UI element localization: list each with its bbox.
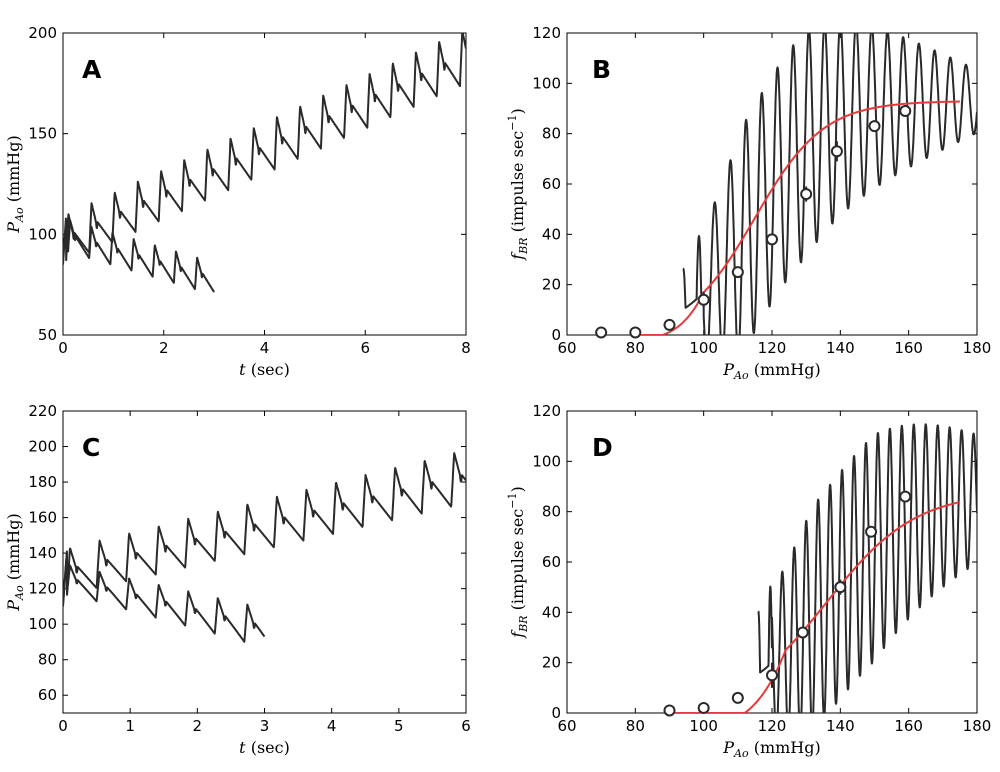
y-tick-label: 100 <box>28 615 57 633</box>
data-point <box>830 145 843 158</box>
y-tick-label: 60 <box>542 553 561 571</box>
x-tick-label: 100 <box>689 717 718 735</box>
y-tick-label: 120 <box>28 580 57 598</box>
x-tick-label: 0 <box>58 717 68 735</box>
x-tick-label: 2 <box>193 717 203 735</box>
panel-c: 0 1 2 3 4 5 6 60 80 100 120 140 160 180 200 220 t (sec) P… <box>4 402 471 757</box>
x-axis-label: t (sec) <box>239 360 290 379</box>
y-tick-label: 40 <box>542 225 561 243</box>
y-tick-label: 20 <box>542 654 561 672</box>
y-tick-label: 100 <box>532 452 561 470</box>
firing-rate-trace <box>682 33 977 335</box>
data-point <box>868 120 881 133</box>
data-point <box>697 701 710 714</box>
x-axis-label: PAo (mmHg) <box>722 738 820 760</box>
y-tick-label: 80 <box>38 651 57 669</box>
data-point <box>796 626 809 639</box>
data-point <box>899 490 912 503</box>
panel-letter: A <box>82 55 102 84</box>
data-point <box>595 326 608 339</box>
y-tick-label: 140 <box>28 544 57 562</box>
y-tick-label: 120 <box>532 402 561 420</box>
x-tick-label: 120 <box>758 717 787 735</box>
panel-b: 60 80 100 120 140 160 180 0 20 40 60 80 100 120 PAo (m… <box>506 24 992 382</box>
x-tick-label: 180 <box>963 339 992 357</box>
x-tick-label: 140 <box>826 717 855 735</box>
y-tick-label: 40 <box>542 603 561 621</box>
x-tick-label: 100 <box>689 339 718 357</box>
data-point <box>899 105 912 118</box>
data-point <box>663 704 676 717</box>
y-tick-label: 50 <box>38 326 57 344</box>
pressure-trace <box>63 217 215 293</box>
y-tick-label: 0 <box>551 704 561 722</box>
data-point <box>697 293 710 306</box>
data-point <box>731 691 744 704</box>
y-tick-label: 180 <box>28 473 57 491</box>
data-point <box>800 188 813 201</box>
y-tick-label: 160 <box>28 509 57 527</box>
x-tick-label: 80 <box>626 717 645 735</box>
pressure-trace <box>63 452 466 607</box>
y-tick-label: 60 <box>38 686 57 704</box>
plot-frame <box>62 410 467 714</box>
data-point <box>865 525 878 538</box>
y-tick-label: 200 <box>28 438 57 456</box>
x-tick-label: 160 <box>894 717 923 735</box>
y-axis-label: PAo (mmHg) <box>4 513 26 611</box>
x-tick-label: 0 <box>58 339 68 357</box>
x-axis-label: t (sec) <box>239 738 290 757</box>
x-tick-label: 2 <box>159 339 169 357</box>
x-tick-label: 6 <box>461 717 471 735</box>
data-point <box>766 669 778 682</box>
x-tick-label: 3 <box>260 717 270 735</box>
x-tick-label: 6 <box>360 339 370 357</box>
data-point <box>766 233 778 246</box>
pressure-trace <box>63 33 466 265</box>
data-point <box>663 318 676 331</box>
firing-rate-trace <box>757 423 977 713</box>
x-tick-label: 8 <box>461 339 471 357</box>
pressure-trace <box>63 550 266 643</box>
x-tick-label: 80 <box>626 339 645 357</box>
x-tick-label: 140 <box>826 339 855 357</box>
y-tick-label: 80 <box>542 503 561 521</box>
panel-a: 0 2 4 6 8 50 100 150 200 t (sec) PAo (mmHg) A <box>4 24 471 379</box>
y-axis-label: fBR (impulse sec−1) <box>506 108 530 260</box>
y-tick-label: 80 <box>542 125 561 143</box>
sigmoid-fit-curve <box>635 100 960 335</box>
x-tick-label: 4 <box>260 339 270 357</box>
x-axis-label: PAo (mmHg) <box>722 360 820 382</box>
panel-letter: B <box>592 55 611 84</box>
x-tick-label: 4 <box>327 717 337 735</box>
panel-letter: C <box>82 433 100 462</box>
x-tick-label: 1 <box>125 717 135 735</box>
y-axis-label: PAo (mmHg) <box>4 135 26 233</box>
y-tick-label: 200 <box>28 24 57 42</box>
x-tick-label: 5 <box>394 717 404 735</box>
x-tick-label: 60 <box>557 717 576 735</box>
y-tick-label: 100 <box>532 74 561 92</box>
data-point <box>629 326 642 339</box>
x-tick-label: 180 <box>963 717 992 735</box>
y-tick-label: 220 <box>28 402 57 420</box>
plot-frame <box>62 32 467 336</box>
x-tick-label: 60 <box>557 339 576 357</box>
x-tick-label: 120 <box>758 339 787 357</box>
sigmoid-fit-curve <box>669 501 961 713</box>
y-tick-label: 120 <box>532 24 561 42</box>
y-tick-label: 20 <box>542 276 561 294</box>
y-tick-label: 100 <box>28 225 57 243</box>
x-tick-label: 160 <box>894 339 923 357</box>
panel-letter: D <box>592 433 613 462</box>
y-tick-label: 150 <box>28 125 57 143</box>
y-tick-label: 60 <box>542 175 561 193</box>
data-point <box>731 266 744 279</box>
panel-d: 60 80 100 120 140 160 180 0 20 40 60 80 100 120 PAo (m… <box>506 402 991 760</box>
y-tick-label: 0 <box>551 326 561 344</box>
data-point <box>834 581 847 594</box>
y-axis-label: fBR (impulse sec−1) <box>506 486 530 638</box>
